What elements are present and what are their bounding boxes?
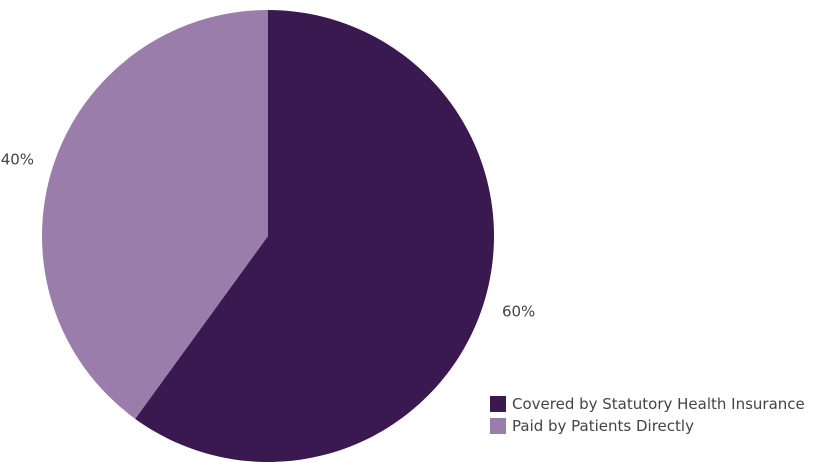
legend-item-statutory-insurance: Covered by Statutory Health Insurance	[490, 393, 805, 415]
pie-slices	[42, 10, 495, 462]
legend-item-paid-by-patients: Paid by Patients Directly	[490, 415, 805, 437]
legend-label-statutory-insurance: Covered by Statutory Health Insurance	[512, 395, 805, 413]
legend: Covered by Statutory Health Insurance Pa…	[490, 393, 805, 437]
pie-slice-paid-by-patients-directly	[42, 10, 269, 419]
legend-swatch-paid-by-patients	[490, 418, 506, 434]
legend-label-paid-by-patients: Paid by Patients Directly	[512, 417, 694, 435]
pie-labels: 60% 40%	[1, 150, 536, 320]
pie-label-paid-by-patients-directly: 40%	[1, 150, 34, 168]
pie-slice-covered-by-statutory-health-insurance	[135, 10, 495, 462]
pie-label-covered-by-statutory-health-insurance: 60%	[502, 303, 535, 321]
legend-swatch-statutory-insurance	[490, 396, 506, 412]
